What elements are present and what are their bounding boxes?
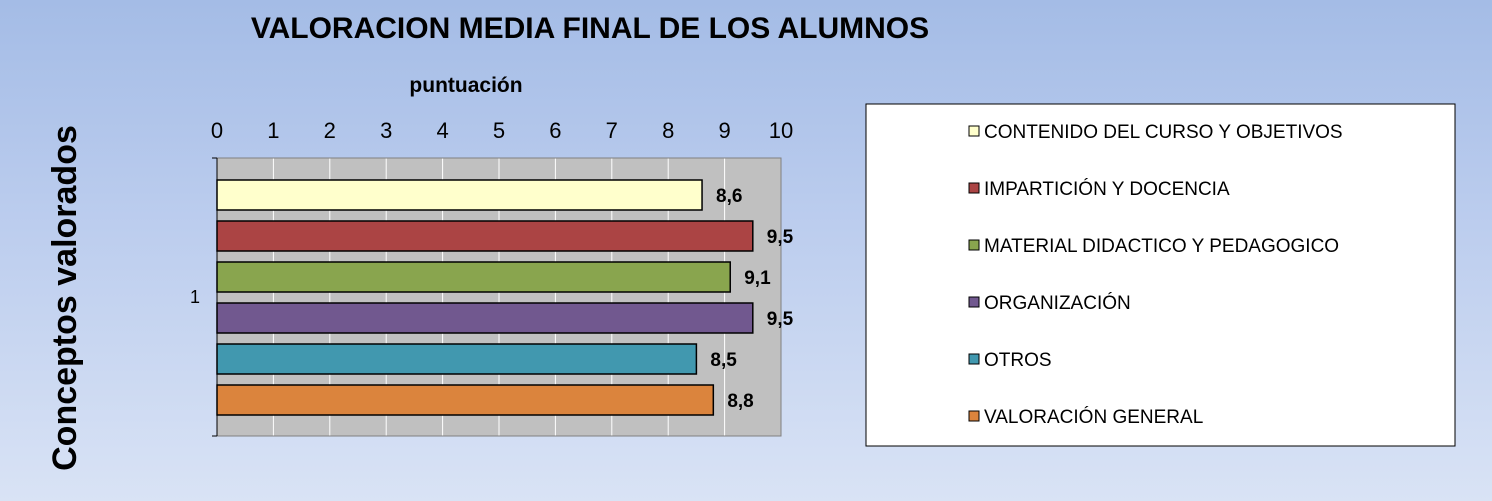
- legend-items: CONTENIDO DEL CURSO Y OBJETIVOS IMPARTICI…: [968, 122, 1343, 428]
- x-tick-label: 7: [606, 118, 618, 143]
- x-tick-label: 8: [662, 118, 674, 143]
- data-label: 9,5: [767, 227, 794, 248]
- data-label: 9,5: [767, 309, 794, 330]
- bar: [216, 384, 715, 416]
- legend-swatch: [968, 239, 980, 251]
- data-label: 9,1: [744, 268, 771, 289]
- x-tick-label: 6: [549, 118, 561, 143]
- data-label: 8,8: [727, 391, 753, 412]
- bars: [216, 179, 754, 416]
- legend: CONTENIDO DEL CURSO Y OBJETIVOS IMPARTICI…: [865, 103, 1456, 447]
- bar: [216, 261, 731, 293]
- bar: [216, 220, 754, 252]
- bar: [216, 343, 698, 375]
- y-axis: 1: [190, 157, 218, 437]
- x-tick-label: 9: [718, 118, 730, 143]
- bar: [216, 302, 754, 334]
- data-labels: 8,6 9,5 9,1 9,5 8,5 8,8: [710, 186, 793, 412]
- legend-label: VALORACIÓN GENERAL: [984, 406, 1203, 428]
- x-axis-ticks: 0 1 2 3 4 5 6 7 8 9 10: [211, 118, 793, 143]
- category-label: 1: [190, 287, 200, 307]
- legend-swatch: [968, 182, 980, 194]
- data-label: 8,6: [716, 186, 742, 207]
- x-tick-label: 0: [211, 118, 223, 143]
- legend-swatch: [968, 353, 980, 365]
- chart-title: VALORACION MEDIA FINAL DE LOS ALUMNOS: [251, 12, 929, 45]
- x-tick-label: 5: [493, 118, 505, 143]
- x-tick-label: 10: [769, 118, 793, 143]
- legend-swatch: [968, 410, 980, 422]
- x-axis-title: puntuación: [409, 74, 522, 97]
- data-label: 8,5: [710, 350, 737, 371]
- legend-box: [865, 103, 1456, 447]
- legend-label: CONTENIDO DEL CURSO Y OBJETIVOS: [984, 122, 1343, 143]
- y-axis-title: Conceptos valorados: [46, 125, 84, 471]
- legend-swatch: [968, 296, 980, 308]
- legend-label: IMPARTICIÓN Y DOCENCIA: [984, 178, 1230, 200]
- bar: [216, 179, 703, 211]
- x-tick-label: 1: [267, 118, 279, 143]
- x-tick-label: 3: [380, 118, 392, 143]
- legend-label: MATERIAL DIDACTICO Y PEDAGOGICO: [984, 236, 1339, 257]
- legend-swatch: [968, 125, 980, 137]
- legend-label: ORGANIZACIÓN: [984, 292, 1131, 314]
- x-tick-label: 4: [436, 118, 448, 143]
- x-tick-label: 2: [324, 118, 336, 143]
- legend-label: OTROS: [984, 350, 1052, 371]
